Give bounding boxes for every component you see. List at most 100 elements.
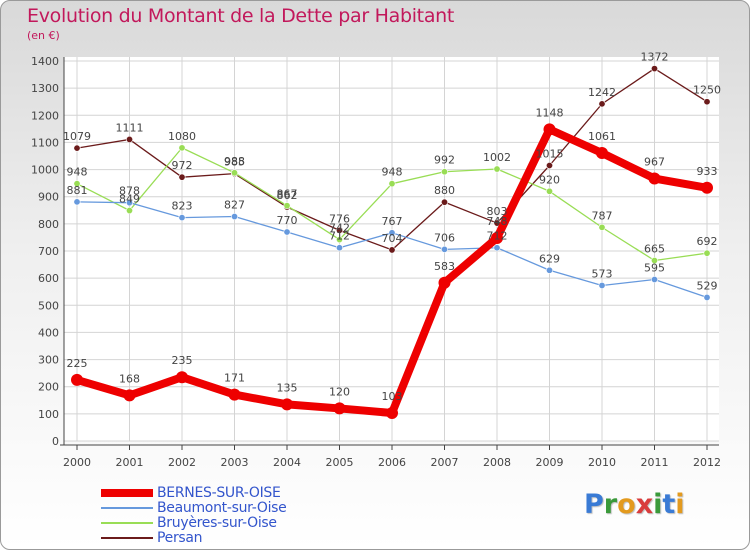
y-tick-label: 500: [38, 299, 59, 312]
legend-swatch-persan: [101, 536, 153, 539]
data-point: [126, 135, 134, 143]
data-label: 168: [119, 372, 140, 385]
chart-title: Evolution du Montant de la Dette par Hab…: [27, 5, 455, 27]
data-point: [598, 281, 606, 289]
logo-letter: o: [617, 489, 636, 520]
data-label: 948: [67, 166, 88, 179]
data-point: [440, 168, 448, 176]
data-point: [598, 100, 606, 108]
data-label: 573: [592, 267, 613, 280]
y-tick-label: 400: [38, 326, 59, 339]
y-tick-label: 100: [38, 408, 59, 421]
data-point: [231, 213, 239, 221]
legend-item-bernes[interactable]: BERNES-SUR-OISE: [101, 484, 286, 501]
data-label: 712: [329, 230, 350, 243]
data-label: 948: [382, 166, 403, 179]
data-point: [438, 276, 451, 289]
data-label: 992: [434, 154, 455, 167]
data-label: 862: [277, 189, 298, 202]
data-point: [650, 275, 658, 283]
x-tick-label: 2011: [641, 456, 669, 469]
data-label: 225: [67, 357, 88, 370]
data-label: 770: [277, 214, 298, 227]
y-tick-label: 300: [38, 354, 59, 367]
data-point: [126, 199, 134, 207]
data-label: 595: [644, 262, 665, 275]
legend-label-persan: Persan: [157, 529, 203, 546]
data-point: [440, 198, 448, 206]
data-label-layer: 1079 1111 972 985 862 776 704 880 803 1015 1242 137…: [63, 51, 721, 403]
data-label: 849: [119, 193, 140, 206]
logo-letter: r: [603, 489, 618, 520]
proxiti-logo: Proxiti: [584, 489, 685, 520]
x-tick-label: 2001: [116, 456, 144, 469]
data-point: [493, 244, 501, 252]
y-tick-label: 1100: [31, 136, 59, 149]
data-point: [650, 256, 658, 264]
data-label: 235: [172, 354, 193, 367]
data-label: 985: [224, 156, 245, 169]
data-label: 692: [697, 235, 718, 248]
data-label: 827: [224, 199, 245, 212]
data-label: 967: [644, 156, 665, 169]
data-point: [178, 214, 186, 222]
data-point: [703, 98, 711, 106]
data-point: [596, 147, 608, 160]
data-point: [388, 229, 396, 237]
data-label: 881: [67, 184, 88, 197]
series-layer: [71, 65, 713, 420]
y-tick-label: 700: [38, 245, 59, 258]
x-tick-label: 2007: [431, 456, 459, 469]
data-point: [388, 180, 396, 188]
logo-letter: i: [653, 489, 663, 520]
data-label: 880: [434, 184, 455, 197]
legend-item-bruyeres[interactable]: Bruyères-sur-Oise: [101, 515, 286, 531]
x-tick-label: 2008: [483, 456, 511, 469]
data-label: 629: [539, 252, 560, 265]
data-label: 135: [277, 381, 298, 394]
data-point: [335, 226, 343, 234]
data-label: 1015: [536, 148, 564, 161]
data-point: [493, 165, 501, 173]
data-label: 1242: [588, 86, 616, 99]
data-label: 712: [487, 230, 508, 243]
data-point: [650, 65, 658, 73]
data-point: [388, 246, 396, 254]
data-label: 103: [382, 390, 403, 403]
data-point: [703, 249, 711, 257]
data-point: [440, 245, 448, 253]
data-point: [703, 293, 711, 301]
x-tick-label: 2009: [536, 456, 564, 469]
x-tick-label: 2010: [588, 456, 616, 469]
data-label: 776: [329, 212, 350, 225]
legend: BERNES-SUR-OISE Beaumont-sur-Oise Bruyèr…: [101, 484, 287, 546]
legend-swatch-beaumont: [101, 506, 153, 509]
data-point: [598, 223, 606, 231]
data-point: [386, 407, 398, 420]
data-point: [71, 373, 83, 386]
data-label: 120: [329, 385, 350, 398]
data-point: [648, 172, 661, 185]
y-tick-label: 1000: [31, 164, 59, 177]
data-label: 1080: [168, 130, 196, 143]
data-label: 529: [697, 279, 718, 292]
x-tick-label: 2012: [693, 456, 721, 469]
legend-swatch-bernes: [101, 488, 153, 497]
data-label: 767: [382, 215, 403, 228]
data-point: [228, 388, 241, 401]
y-tick-label: 1300: [31, 82, 59, 95]
legend-item-persan[interactable]: Persan: [101, 529, 286, 546]
data-label: 867: [277, 188, 298, 201]
legend-label-bernes: BERNES-SUR-OISE: [157, 484, 281, 501]
data-label: 920: [539, 173, 560, 186]
data-point: [178, 144, 186, 152]
data-label: 1111: [116, 121, 144, 134]
data-point: [73, 144, 81, 152]
x-tick-label: 2000: [63, 456, 91, 469]
data-point: [545, 266, 553, 274]
data-label: 933: [697, 165, 718, 178]
x-tick-label: 2004: [273, 456, 301, 469]
legend-item-beaumont[interactable]: Beaumont-sur-Oise: [101, 500, 287, 516]
data-point: [126, 207, 134, 215]
data-label: 742: [329, 222, 350, 235]
